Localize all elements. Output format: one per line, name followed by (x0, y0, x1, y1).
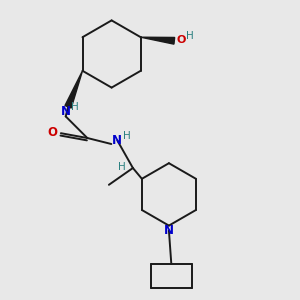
Text: H: H (123, 130, 131, 141)
Text: H: H (71, 102, 79, 112)
Polygon shape (141, 37, 175, 44)
Text: H: H (118, 162, 126, 172)
Text: H: H (186, 31, 194, 41)
Text: N: N (112, 134, 122, 147)
Polygon shape (65, 71, 82, 108)
Text: O: O (47, 125, 58, 139)
Text: N: N (61, 105, 71, 118)
Text: O: O (177, 34, 186, 45)
Text: N: N (164, 224, 174, 237)
